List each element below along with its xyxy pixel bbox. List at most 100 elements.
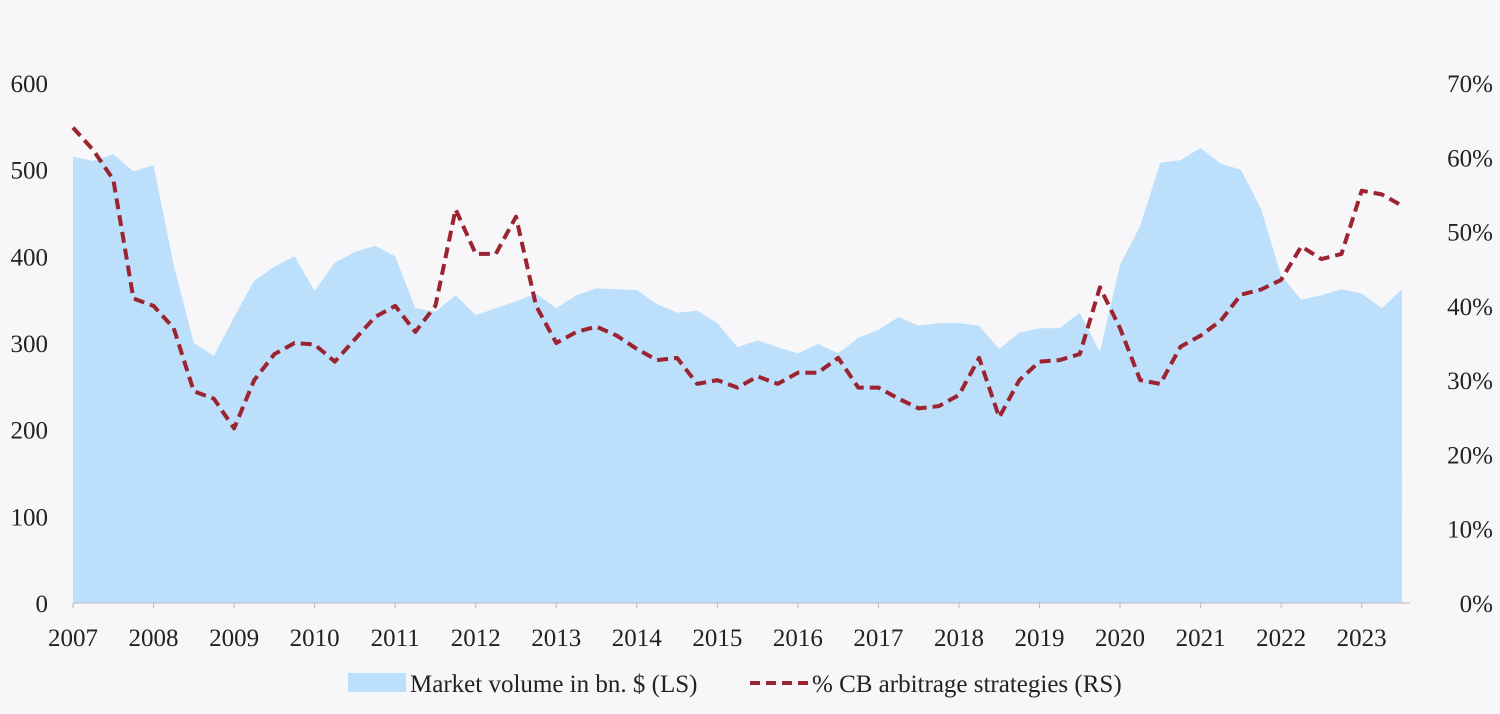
cb-arbitrage-point: [192, 389, 196, 393]
cb-arbitrage-point: [554, 341, 558, 345]
x-axis-tick-label: 2017: [853, 625, 903, 652]
cb-arbitrage-point: [433, 304, 437, 308]
cb-arbitrage-point: [293, 341, 297, 345]
cb-arbitrage-point: [856, 386, 860, 390]
cb-arbitrage-point: [353, 337, 357, 341]
right-axis-tick-label: 40%: [1447, 294, 1493, 321]
legend-label-market-volume: Market volume in bn. $ (LS): [410, 671, 697, 698]
x-axis: 2007 2008 2009 2010 2011 2012 2013 2014 2015 2016…: [48, 602, 1410, 652]
cb-arbitrage-point: [876, 386, 880, 390]
right-axis-tick-label: 0%: [1460, 591, 1493, 618]
cb-arbitrage-point: [816, 371, 820, 375]
cb-arbitrage-point: [1360, 189, 1364, 193]
cb-arbitrage-point: [252, 378, 256, 382]
x-axis-tick-label: 2016: [773, 625, 823, 652]
cb-arbitrage-point: [1038, 360, 1042, 364]
left-axis-tick-label: 500: [11, 158, 49, 185]
cb-arbitrage-point: [152, 304, 156, 308]
cb-arbitrage-point: [595, 325, 599, 329]
cb-arbitrage-point: [776, 382, 780, 386]
left-axis-tick-label: 100: [11, 504, 49, 531]
x-axis-tick-label: 2010: [290, 625, 340, 652]
cb-arbitrage-point: [615, 334, 619, 338]
cb-arbitrage-point: [635, 347, 639, 351]
cb-arbitrage-point: [413, 330, 417, 334]
x-axis-tick-label: 2013: [531, 625, 581, 652]
cb-arbitrage-point: [977, 356, 981, 360]
cb-arbitrage-point: [131, 296, 135, 300]
cb-arbitrage-point: [313, 343, 317, 347]
left-axis-tick-label: 400: [11, 244, 49, 271]
legend: Market volume in bn. $ (LS) % CB arbitra…: [348, 671, 1122, 698]
x-axis-tick-label: 2022: [1256, 625, 1306, 652]
x-axis-tick-label: 2014: [612, 625, 663, 652]
x-axis-tick-label: 2012: [451, 625, 501, 652]
cb-arbitrage-point: [393, 304, 397, 308]
cb-arbitrage-point: [534, 304, 538, 308]
series-cb-arbitrage-line: [71, 126, 1403, 431]
left-axis-tick-label: 200: [11, 418, 49, 445]
cb-arbitrage-point: [736, 386, 740, 390]
cb-arbitrage-point: [1017, 378, 1021, 382]
legend-swatch-market-volume: [348, 673, 406, 692]
right-axis-tick-label: 10%: [1447, 517, 1493, 544]
cb-arbitrage-point: [1219, 319, 1223, 323]
right-axis-tick-label: 20%: [1447, 442, 1493, 469]
right-axis-tick-label: 30%: [1447, 368, 1493, 395]
x-axis-tick-label: 2023: [1337, 625, 1387, 652]
cb-arbitrage-point: [91, 148, 95, 152]
cb-arbitrage-point: [937, 404, 941, 408]
cb-arbitrage-point: [71, 126, 75, 130]
cb-arbitrage-point: [373, 315, 377, 319]
x-axis-tick-label: 2018: [934, 625, 984, 652]
cb-arbitrage-point: [1259, 288, 1263, 292]
x-axis-tick-label: 2008: [129, 625, 179, 652]
cb-arbitrage-point: [1098, 285, 1102, 289]
cb-arbitrage-point: [514, 215, 518, 219]
cb-arbitrage-point: [272, 352, 276, 356]
cb-arbitrage-point: [232, 426, 236, 430]
cb-arbitrage-point: [1380, 192, 1384, 196]
cb-arbitrage-point: [957, 393, 961, 397]
left-axis-tick-label: 600: [11, 71, 49, 98]
x-axis-tick-label: 2019: [1015, 625, 1065, 652]
cb-arbitrage-point: [494, 252, 498, 256]
cb-arbitrage-point: [474, 252, 478, 256]
plot-area: [71, 126, 1403, 603]
cb-arbitrage-point: [1078, 352, 1082, 356]
legend-label-cb-arbitrage: % CB arbitrage strategies (RS): [812, 671, 1122, 698]
cb-arbitrage-point: [1138, 378, 1142, 382]
cb-arbitrage-point: [1058, 358, 1062, 362]
cb-arbitrage-point: [1299, 244, 1303, 248]
cb-arbitrage-point: [756, 374, 760, 378]
cb-arbitrage-point: [1340, 252, 1344, 256]
x-axis-tick-label: 2021: [1176, 625, 1226, 652]
cb-arbitrage-point: [836, 356, 840, 360]
cb-arbitrage-point: [212, 397, 216, 401]
x-axis-tick-label: 2007: [48, 625, 98, 652]
cb-arbitrage-point: [695, 382, 699, 386]
cb-arbitrage-point: [111, 178, 115, 182]
left-axis-tick-label: 0: [36, 591, 49, 618]
left-axis-tick-label: 300: [11, 331, 49, 358]
cb-arbitrage-point: [796, 371, 800, 375]
x-axis-tick-label: 2011: [371, 625, 420, 652]
cb-arbitrage-point: [897, 397, 901, 401]
right-axis-tick-label: 50%: [1447, 220, 1493, 247]
cb-arbitrage-point: [997, 415, 1001, 419]
cb-arbitrage-point: [1118, 326, 1122, 330]
cb-arbitrage-point: [333, 360, 337, 364]
left-axis: 0 100 200 300 400 500 600: [11, 71, 49, 618]
cb-arbitrage-point: [715, 378, 719, 382]
cb-arbitrage-point: [1279, 278, 1283, 282]
cb-arbitrage-point: [917, 406, 921, 410]
cb-arbitrage-point: [1158, 382, 1162, 386]
cb-arbitrage-point: [172, 326, 176, 330]
x-axis-tick-label: 2009: [209, 625, 259, 652]
series-market-volume-area: [73, 148, 1402, 603]
cb-arbitrage-point: [1239, 293, 1243, 297]
right-axis: 0% 10% 20% 30% 40% 50% 60% 70%: [1447, 71, 1493, 618]
cb-arbitrage-point: [1199, 334, 1203, 338]
cb-arbitrage-point: [675, 356, 679, 360]
